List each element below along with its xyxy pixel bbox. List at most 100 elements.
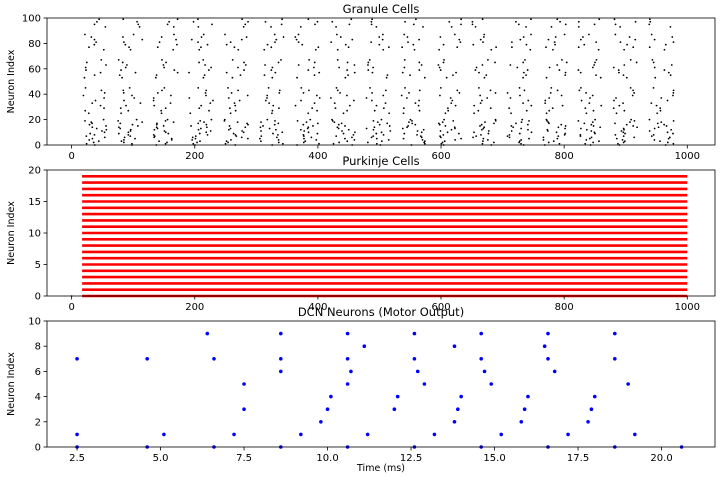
spike-dot — [672, 119, 675, 122]
spike-dot — [633, 136, 636, 139]
spike-dot — [437, 122, 440, 125]
spike-dot — [597, 48, 600, 51]
spike-dot — [668, 136, 671, 139]
spike-dot — [657, 126, 660, 129]
y-tick-label: 100 — [22, 14, 41, 25]
spike-dot — [271, 109, 274, 112]
spike-dot — [279, 357, 283, 361]
spike-dot — [212, 357, 216, 361]
spike-dot — [345, 331, 350, 336]
spike-dot — [653, 66, 656, 69]
spike-dot — [304, 140, 307, 143]
spike-dot — [545, 76, 548, 79]
spike-dot — [382, 48, 385, 51]
spike-dot — [208, 109, 210, 112]
spike-dot — [666, 99, 669, 102]
spike-dot — [548, 66, 551, 69]
spike-dot — [160, 112, 163, 115]
x-tick-label: 200 — [185, 302, 204, 313]
spike-dot — [406, 126, 408, 129]
spike-dot — [223, 118, 226, 121]
spike-dot — [418, 89, 421, 92]
x-tick-label: 400 — [308, 151, 327, 162]
spike-dot — [528, 137, 530, 140]
spike-dot — [546, 357, 550, 361]
spike-dot — [386, 74, 389, 77]
spike-dot — [273, 33, 276, 36]
spike-dot — [482, 369, 487, 374]
spike-dot — [593, 131, 596, 134]
spike-dot — [648, 118, 651, 121]
spike-dot — [268, 127, 271, 130]
spike-dot — [451, 99, 454, 102]
spike-dot — [416, 130, 419, 132]
spike-dot — [231, 59, 234, 61]
spike-dot — [648, 23, 651, 26]
spike-dot — [653, 127, 656, 130]
spike-dot — [84, 109, 87, 112]
spike-dot — [91, 126, 94, 129]
spike-dot — [232, 132, 235, 135]
spike-dot — [92, 141, 95, 144]
spike-dot — [405, 97, 408, 99]
spike-dot — [592, 109, 595, 112]
spike-dot — [440, 142, 443, 145]
spike-dot — [122, 89, 125, 92]
spike-dot — [566, 432, 570, 437]
spike-dot — [271, 112, 273, 115]
spike-dot — [264, 99, 267, 102]
spike-dot — [122, 18, 125, 21]
spike-dot — [348, 23, 351, 26]
spike-dot — [653, 139, 656, 141]
spike-dot — [266, 94, 269, 97]
spike-dot — [516, 66, 519, 69]
spike-dot — [450, 128, 453, 131]
spike-dot — [348, 104, 351, 107]
spike-dot — [443, 140, 446, 143]
spike-dot — [91, 102, 94, 104]
y-tick-label: 40 — [28, 90, 41, 101]
spike-dot — [452, 420, 457, 424]
spike-dot — [378, 43, 381, 46]
spike-dot — [205, 89, 208, 92]
spike-dot — [227, 86, 229, 89]
spike-dot — [88, 46, 90, 49]
spike-dot — [407, 41, 409, 44]
spike-dot — [234, 104, 237, 107]
y-axis-label: Neuron Index — [6, 201, 17, 265]
x-tick-label: 20.0 — [650, 453, 672, 464]
spike-dot — [120, 140, 123, 143]
spike-dot — [628, 36, 631, 38]
spike-dot — [517, 23, 520, 26]
spike-dot — [523, 89, 526, 92]
spike-dot — [156, 46, 159, 49]
spike-dot — [525, 74, 527, 77]
spike-dot — [389, 130, 392, 132]
spike-dot — [93, 74, 96, 77]
spike-dot — [630, 118, 633, 121]
spike-dot — [370, 41, 373, 44]
spike-dot — [303, 137, 305, 140]
spike-dot — [671, 36, 674, 38]
spike-dot — [447, 109, 450, 112]
spike-dot — [238, 99, 241, 102]
x-tick-label: 10.0 — [316, 453, 338, 464]
spike-dot — [479, 125, 481, 127]
spike-dot — [551, 48, 554, 51]
spike-dot — [439, 36, 442, 38]
spike-dot — [336, 126, 339, 129]
spike-dot — [454, 104, 457, 107]
spike-dot — [579, 38, 582, 41]
spike-dot — [313, 61, 316, 64]
spike-dot — [119, 107, 122, 110]
spike-dot — [479, 38, 482, 41]
axes-frame — [46, 320, 716, 448]
spike-dot — [672, 92, 675, 94]
spike-dot — [345, 357, 350, 361]
spike-dot — [346, 69, 349, 71]
spike-dot — [132, 33, 135, 36]
spike-dot — [131, 94, 133, 97]
spike-dot — [370, 20, 373, 23]
spike-dot — [117, 59, 120, 61]
spike-dot — [258, 137, 261, 140]
